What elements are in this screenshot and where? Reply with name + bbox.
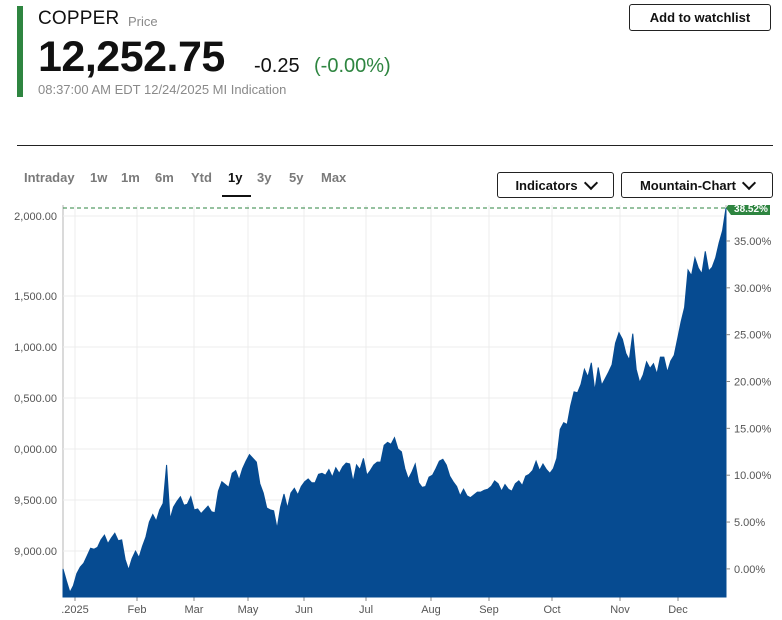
right-tick-label: 35.00% xyxy=(734,236,772,248)
right-tick-label: 0.00% xyxy=(734,564,765,576)
x-tick-label: Oct xyxy=(543,604,560,616)
left-tick-label: 2,000.00 xyxy=(14,211,57,223)
x-tick-label: Jul xyxy=(359,604,373,616)
left-tick-label: 1,000.00 xyxy=(14,342,57,354)
x-tick-label: Nov xyxy=(610,604,630,616)
quote-timestamp: 08:37:00 AM EDT 12/24/2025 MI Indication xyxy=(38,82,287,97)
x-tick-label: Feb xyxy=(128,604,147,616)
right-tick-label: 25.00% xyxy=(734,330,772,342)
last-value-label: 38.52% xyxy=(734,205,768,215)
x-tick-label: Dec xyxy=(668,604,688,616)
range-tab-max[interactable]: Max xyxy=(321,170,347,185)
price-change: -0.25 xyxy=(254,55,300,77)
right-tick-label: 20.00% xyxy=(734,377,772,389)
price-area-series xyxy=(62,207,727,598)
range-tab-intraday[interactable]: Intraday xyxy=(24,170,75,185)
add-to-watchlist-button[interactable]: Add to watchlist xyxy=(629,4,771,31)
chart-type-dropdown[interactable]: Mountain-Chart xyxy=(621,172,773,198)
x-tick-label: Aug xyxy=(421,604,441,616)
price-change-percent: (-0.00%) xyxy=(314,55,391,77)
range-tab-5y[interactable]: 5y xyxy=(289,170,304,185)
x-tick-label: .2025 xyxy=(61,604,89,616)
active-range-underline xyxy=(222,195,251,197)
header-divider xyxy=(17,145,773,146)
right-tick-label: 10.00% xyxy=(734,470,772,482)
x-tick-label: Jun xyxy=(295,604,313,616)
left-tick-label: 1,500.00 xyxy=(14,291,57,303)
left-tick-label: 9,500.00 xyxy=(14,495,57,507)
range-tab-1w[interactable]: 1w xyxy=(90,170,108,185)
indicators-dropdown[interactable]: Indicators xyxy=(497,172,614,198)
indicators-label: Indicators xyxy=(515,177,578,193)
range-tab-3y[interactable]: 3y xyxy=(257,170,272,185)
chart-type-label: Mountain-Chart xyxy=(639,177,737,193)
last-value-badge xyxy=(726,205,770,215)
x-tick-label: Mar xyxy=(185,604,204,616)
accent-bar xyxy=(17,6,23,97)
range-tab-1y[interactable]: 1y xyxy=(228,170,243,185)
right-tick-label: 15.00% xyxy=(734,423,772,435)
x-tick-label: May xyxy=(238,604,259,616)
symbol-subtitle: Price xyxy=(128,14,158,29)
range-tab-ytd[interactable]: Ytd xyxy=(191,170,212,185)
left-tick-label: 0,000.00 xyxy=(14,444,57,456)
right-tick-label: 30.00% xyxy=(734,283,772,295)
price-chart[interactable]: .2025 Feb Mar May Jun Jul Aug Sep Oct Nov Dec 2,000… xyxy=(0,205,782,620)
left-tick-label: 0,500.00 xyxy=(14,393,57,405)
range-tab-1m[interactable]: 1m xyxy=(121,170,140,185)
left-tick-label: 9,000.00 xyxy=(14,546,57,558)
chevron-down-icon xyxy=(741,175,757,190)
symbol-name: COPPER xyxy=(38,8,120,29)
current-price: 12,252.75 xyxy=(38,33,225,81)
chevron-down-icon xyxy=(583,175,598,190)
right-tick-label: 5.00% xyxy=(734,517,765,529)
range-tab-6m[interactable]: 6m xyxy=(155,170,174,185)
x-tick-label: Sep xyxy=(479,604,499,616)
